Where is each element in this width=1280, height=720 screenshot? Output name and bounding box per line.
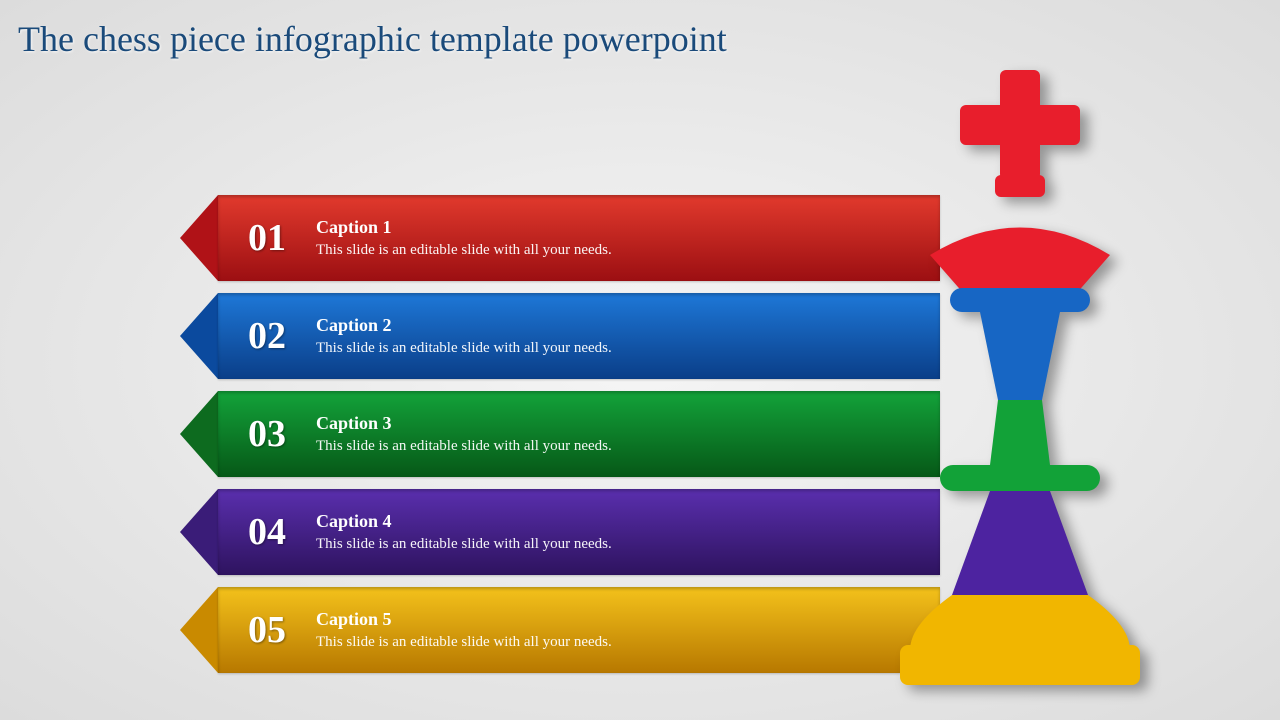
chess-base-upper <box>910 595 1130 650</box>
infographic-bars: 01Caption 1 This slide is an editable sli… <box>180 195 940 685</box>
bar-text: Caption 5 This slide is an editable slide… <box>316 609 940 651</box>
bar-desc: This slide is an editable slide with all… <box>316 242 900 259</box>
bar-arrow <box>180 489 218 575</box>
bar-text: Caption 3 This slide is an editable slide… <box>316 413 940 455</box>
chess-ring-top <box>950 288 1090 312</box>
bar-text: Caption 2 This slide is an editable slide… <box>316 315 940 357</box>
bar-text: Caption 1 This slide is an editable slide… <box>316 217 940 259</box>
bar-number: 01 <box>218 216 316 260</box>
bar-row-3: 03Caption 3 This slide is an editable sli… <box>180 391 940 477</box>
chess-king-icon <box>870 70 1170 690</box>
bar-caption: Caption 2 <box>316 315 900 336</box>
bar-body: 03Caption 3 This slide is an editable sli… <box>218 391 940 477</box>
bar-text: Caption 4 This slide is an editable slide… <box>316 511 940 553</box>
bar-body: 05Caption 5 This slide is an editable sli… <box>218 587 940 673</box>
chess-neck-blue <box>980 312 1060 400</box>
bar-body: 01Caption 1 This slide is an editable sli… <box>218 195 940 281</box>
bar-row-2: 02Caption 2 This slide is an editable sli… <box>180 293 940 379</box>
bar-arrow <box>180 195 218 281</box>
bar-arrow <box>180 391 218 477</box>
bar-number: 03 <box>218 412 316 456</box>
bar-caption: Caption 5 <box>316 609 900 630</box>
chess-base-plinth <box>900 645 1140 685</box>
chess-lower-purple <box>952 491 1088 595</box>
bar-arrow <box>180 293 218 379</box>
bar-row-4: 04Caption 4 This slide is an editable sli… <box>180 489 940 575</box>
bar-desc: This slide is an editable slide with all… <box>316 536 900 553</box>
bar-number: 04 <box>218 510 316 554</box>
page-title: The chess piece infographic template pow… <box>18 18 727 60</box>
bar-caption: Caption 1 <box>316 217 900 238</box>
bar-caption: Caption 3 <box>316 413 900 434</box>
bar-caption: Caption 4 <box>316 511 900 532</box>
bar-row-1: 01Caption 1 This slide is an editable sli… <box>180 195 940 281</box>
bar-body: 02Caption 2 This slide is an editable sli… <box>218 293 940 379</box>
chess-neck-small <box>995 175 1045 197</box>
chess-mid-green <box>990 400 1050 465</box>
bar-body: 04Caption 4 This slide is an editable sli… <box>218 489 940 575</box>
bar-desc: This slide is an editable slide with all… <box>316 438 900 455</box>
bar-number: 02 <box>218 314 316 358</box>
bar-arrow <box>180 587 218 673</box>
chess-ring-mid <box>940 465 1100 491</box>
bar-number: 05 <box>218 608 316 652</box>
chess-cross <box>960 70 1080 180</box>
bar-row-5: 05Caption 5 This slide is an editable sli… <box>180 587 940 673</box>
chess-crown <box>930 228 1110 296</box>
bar-desc: This slide is an editable slide with all… <box>316 340 900 357</box>
bar-desc: This slide is an editable slide with all… <box>316 634 900 651</box>
